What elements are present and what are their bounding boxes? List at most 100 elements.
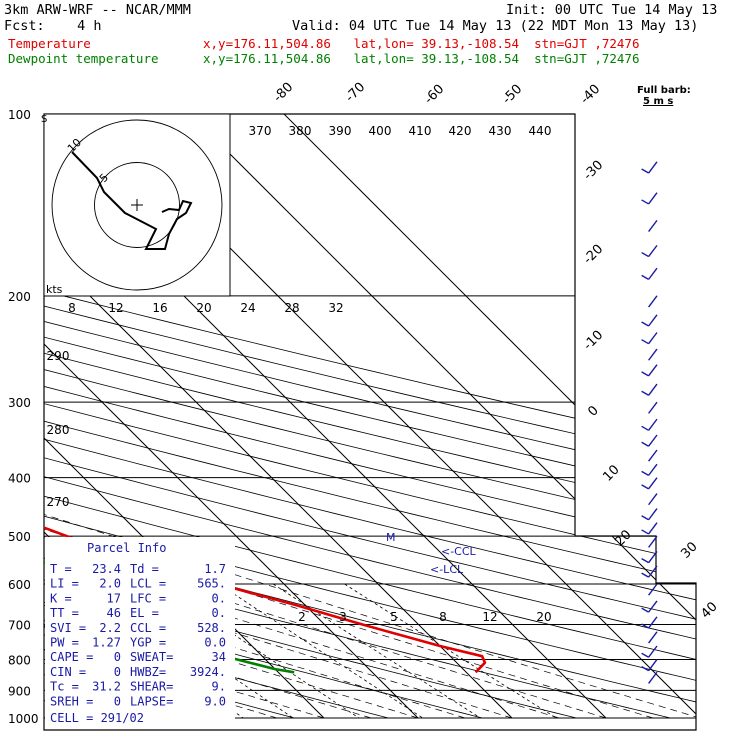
parcel-info-background xyxy=(45,537,235,729)
parcel-info-label: EL = xyxy=(130,606,159,620)
wind-barb xyxy=(648,600,658,613)
pressure-tick-label: 800 xyxy=(8,653,31,667)
wind-barb-flag xyxy=(641,607,649,613)
wind-barb-flag xyxy=(641,623,649,629)
wind-barb xyxy=(648,383,658,396)
parcel-info-label: LFC = xyxy=(130,591,166,605)
theta-label: 370 xyxy=(249,124,272,138)
wind-barb xyxy=(648,219,658,232)
parcel-info-label: HWBZ= xyxy=(130,665,166,679)
wind-barb xyxy=(648,434,658,447)
dry-adiabat-line xyxy=(44,114,696,719)
pressure-tick-label: 700 xyxy=(8,618,31,632)
isotherm-line xyxy=(44,114,513,719)
mixing-ratio-label: 8 xyxy=(439,610,447,624)
parcel-info-label: SHEAR= xyxy=(130,680,173,694)
moist-adiabat-line xyxy=(44,220,654,719)
hodograph-speed-label: 24 xyxy=(240,301,255,315)
wind-barb xyxy=(648,631,658,644)
pressure-tick-label: 600 xyxy=(8,578,31,592)
isotherm-label: -60 xyxy=(422,82,448,108)
wind-barb-flag xyxy=(641,558,649,564)
isotherm-label: -50 xyxy=(500,82,526,108)
parcel-info-value: 0 xyxy=(114,650,121,664)
parcel-info-label: LCL = xyxy=(130,577,166,591)
wind-barb xyxy=(648,364,658,377)
wind-barb xyxy=(648,161,658,174)
pressure-tick-label: 1000 xyxy=(8,712,39,726)
wind-barb xyxy=(648,522,658,535)
pressure-tick-label: 200 xyxy=(8,290,31,304)
theta-label: 430 xyxy=(489,124,512,138)
wind-barb xyxy=(648,616,658,629)
wind-barb-flag xyxy=(641,470,649,476)
theta-label: 440 xyxy=(529,124,552,138)
theta-label: 380 xyxy=(289,124,312,138)
mixing-ratio-label: 5 xyxy=(390,610,398,624)
parcel-info-value: 9.0 xyxy=(204,694,226,708)
wind-barb xyxy=(648,659,658,672)
mixing-ratio-label: 12 xyxy=(482,610,497,624)
theta-label: 400 xyxy=(369,124,392,138)
hodograph-ring xyxy=(51,119,223,291)
pressure-tick-label: 100 xyxy=(8,108,31,122)
parcel-info-value: 34 xyxy=(212,650,226,664)
mixing-ratio-label: 20 xyxy=(536,610,551,624)
hodograph-units-label: kts xyxy=(46,283,63,296)
isotherm-label: 40 xyxy=(698,599,720,621)
model-title: 3km ARW-WRF -- NCAR/MMM xyxy=(4,2,191,18)
parcel-info-label: SWEAT= xyxy=(130,650,173,664)
wind-barb xyxy=(648,671,658,684)
hodograph-corner-label: S xyxy=(41,114,47,125)
isotherm-label: 30 xyxy=(678,539,700,561)
wind-barb xyxy=(648,348,658,361)
dry-adiabat-line xyxy=(44,114,696,719)
wind-barb-flag xyxy=(641,321,649,327)
dry-adiabat-line xyxy=(44,114,483,719)
isotherm-line xyxy=(44,114,419,719)
pressure-tick-label: 400 xyxy=(8,472,31,486)
dry-adiabat-line xyxy=(44,114,696,719)
mixing-ratio-line xyxy=(218,583,424,719)
parcel-info-label: CIN = xyxy=(50,665,86,679)
parcel-info-value: 565. xyxy=(197,577,226,591)
dry-adiabat-line xyxy=(44,114,577,719)
parcel-info-cell: CELL = 291/02 xyxy=(50,711,144,725)
isotherm-label: 10 xyxy=(600,462,622,484)
marker-m: M xyxy=(386,531,396,544)
mixing-ratio-label: 3 xyxy=(339,610,347,624)
parcel-info-value: 1.7 xyxy=(204,562,226,576)
barb-legend-value: 5 m s xyxy=(643,96,674,107)
hodograph-speed-label: 28 xyxy=(284,301,299,315)
parcel-info-value: 0 xyxy=(114,694,121,708)
isotherm-label: -40 xyxy=(578,82,604,108)
hodograph-speed-label: 16 xyxy=(152,301,167,315)
wind-barb xyxy=(648,551,658,564)
hodograph-ring xyxy=(94,162,180,248)
pressure-tick-label: 500 xyxy=(8,530,31,544)
valid-time: Valid: 04 UTC Tue 14 May 13 (22 MDT Mon … xyxy=(292,18,699,34)
forecast-hour: Fcst: 4 h xyxy=(4,18,102,34)
parcel-info-label: PW = xyxy=(50,636,79,650)
dry-adiabat-line xyxy=(44,114,696,719)
theta-label: 410 xyxy=(409,124,432,138)
moist-adiabat-line xyxy=(44,220,419,719)
hodograph-speed-label: 8 xyxy=(68,301,76,315)
parcel-info-value: 3924. xyxy=(190,665,226,679)
wind-barb xyxy=(648,401,658,414)
wind-barb xyxy=(648,295,658,308)
pressure-tick-label: 300 xyxy=(8,396,31,410)
wind-barb xyxy=(648,535,658,548)
parcel-info-label: K = xyxy=(50,591,72,605)
parcel-info-label: CCL = xyxy=(130,621,166,635)
parcel-info-title: Parcel Info xyxy=(87,541,166,555)
moist-adiabat-line xyxy=(44,220,607,719)
wind-barb-flag xyxy=(641,666,649,672)
wind-barb xyxy=(648,493,658,506)
parcel-info-value: 23.4 xyxy=(92,562,121,576)
parcel-info-value: 0. xyxy=(212,606,226,620)
dry-adiabat-line xyxy=(44,114,696,719)
wind-barb-flag xyxy=(641,572,649,578)
